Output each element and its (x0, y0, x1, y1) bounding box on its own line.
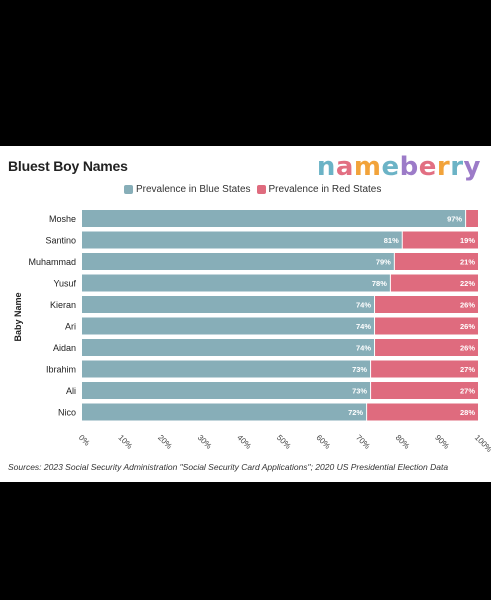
legend-swatch-red (256, 185, 266, 194)
category-label: Nico (58, 408, 76, 418)
chart-title: Bluest Boy Names (8, 158, 128, 174)
bar-label-blue: 97% (447, 215, 462, 224)
bar-red (371, 360, 478, 378)
bar-red (375, 339, 478, 356)
bar-red (466, 210, 478, 227)
category-label: Kieran (50, 300, 76, 310)
category-label: Aidan (53, 343, 76, 353)
bar-blue (82, 339, 375, 356)
bar-label-red: 27% (460, 387, 475, 396)
bar-label-red: 27% (460, 365, 475, 374)
category-label: Santino (45, 236, 76, 246)
x-tick-label: 90% (433, 433, 451, 451)
bar-red (375, 296, 478, 313)
legend-item-red: Prevalence in Red States (256, 184, 382, 195)
bar-label-red: 26% (460, 301, 475, 310)
bar-label-blue: 72% (348, 408, 363, 417)
bar-label-blue: 73% (352, 387, 367, 396)
x-tick-label: 80% (394, 433, 412, 451)
bar-label-red: 21% (460, 258, 475, 267)
bar-blue (82, 296, 375, 313)
chart-legend: Prevalence in Blue States Prevalence in … (124, 184, 387, 195)
category-label: Ari (65, 322, 76, 332)
bar-red (371, 382, 478, 399)
bar-blue (82, 231, 402, 249)
bar-red (390, 274, 478, 292)
x-tick-label: 30% (196, 433, 214, 451)
bar-blue (82, 210, 466, 227)
category-label: Muhammad (28, 257, 76, 267)
bar-blue (82, 274, 390, 292)
x-tick-label: 50% (275, 433, 293, 451)
bar-red (375, 317, 478, 335)
bar-label-red: 28% (460, 408, 475, 417)
x-tick-label: 40% (235, 433, 253, 451)
bar-label-blue: 81% (384, 236, 399, 245)
source-note: Sources: 2023 Social Security Administra… (8, 462, 449, 472)
bar-red (402, 231, 478, 249)
nameberry-logo: nameberry (316, 152, 481, 182)
x-tick-label: 20% (156, 433, 174, 451)
category-label: Yusuf (53, 279, 76, 289)
bar-label-blue: 74% (356, 344, 371, 353)
bar-label-blue: 73% (352, 365, 367, 374)
bar-blue (82, 360, 371, 378)
bar-blue (82, 382, 371, 399)
bar-label-red: 19% (460, 236, 475, 245)
x-tick-label: 60% (314, 433, 332, 451)
legend-item-blue: Prevalence in Blue States (124, 184, 251, 195)
bar-blue (82, 403, 367, 421)
category-label: Ibrahim (46, 365, 76, 375)
category-label: Ali (66, 386, 76, 396)
bar-label-blue: 74% (356, 301, 371, 310)
x-tick-label: 100% (473, 433, 491, 454)
legend-swatch-blue (124, 185, 133, 194)
chart-card: Bluest Boy Names nameberry Prevalence in… (0, 146, 491, 482)
x-tick-label: 70% (354, 433, 372, 451)
legend-label-red: Prevalence in Red States (268, 184, 382, 195)
bar-label-red: 22% (460, 279, 475, 288)
bar-red (367, 403, 478, 421)
bar-red (394, 253, 478, 270)
legend-label-blue: Prevalence in Blue States (136, 184, 251, 195)
x-tick-label: 10% (116, 433, 134, 451)
category-label: Moshe (49, 214, 76, 224)
bar-label-blue: 74% (356, 322, 371, 331)
bar-label-red: 26% (460, 344, 475, 353)
bar-blue (82, 253, 394, 270)
bar-label-red: 26% (460, 322, 475, 331)
bar-label-blue: 79% (376, 258, 391, 267)
x-tick-label: 0% (77, 433, 92, 448)
bar-blue (82, 317, 375, 335)
bar-chart: Moshe 97% Santino 81% 19% Muhammad 79% 21% Yusuf… (28, 210, 491, 454)
bar-label-blue: 78% (372, 279, 387, 288)
